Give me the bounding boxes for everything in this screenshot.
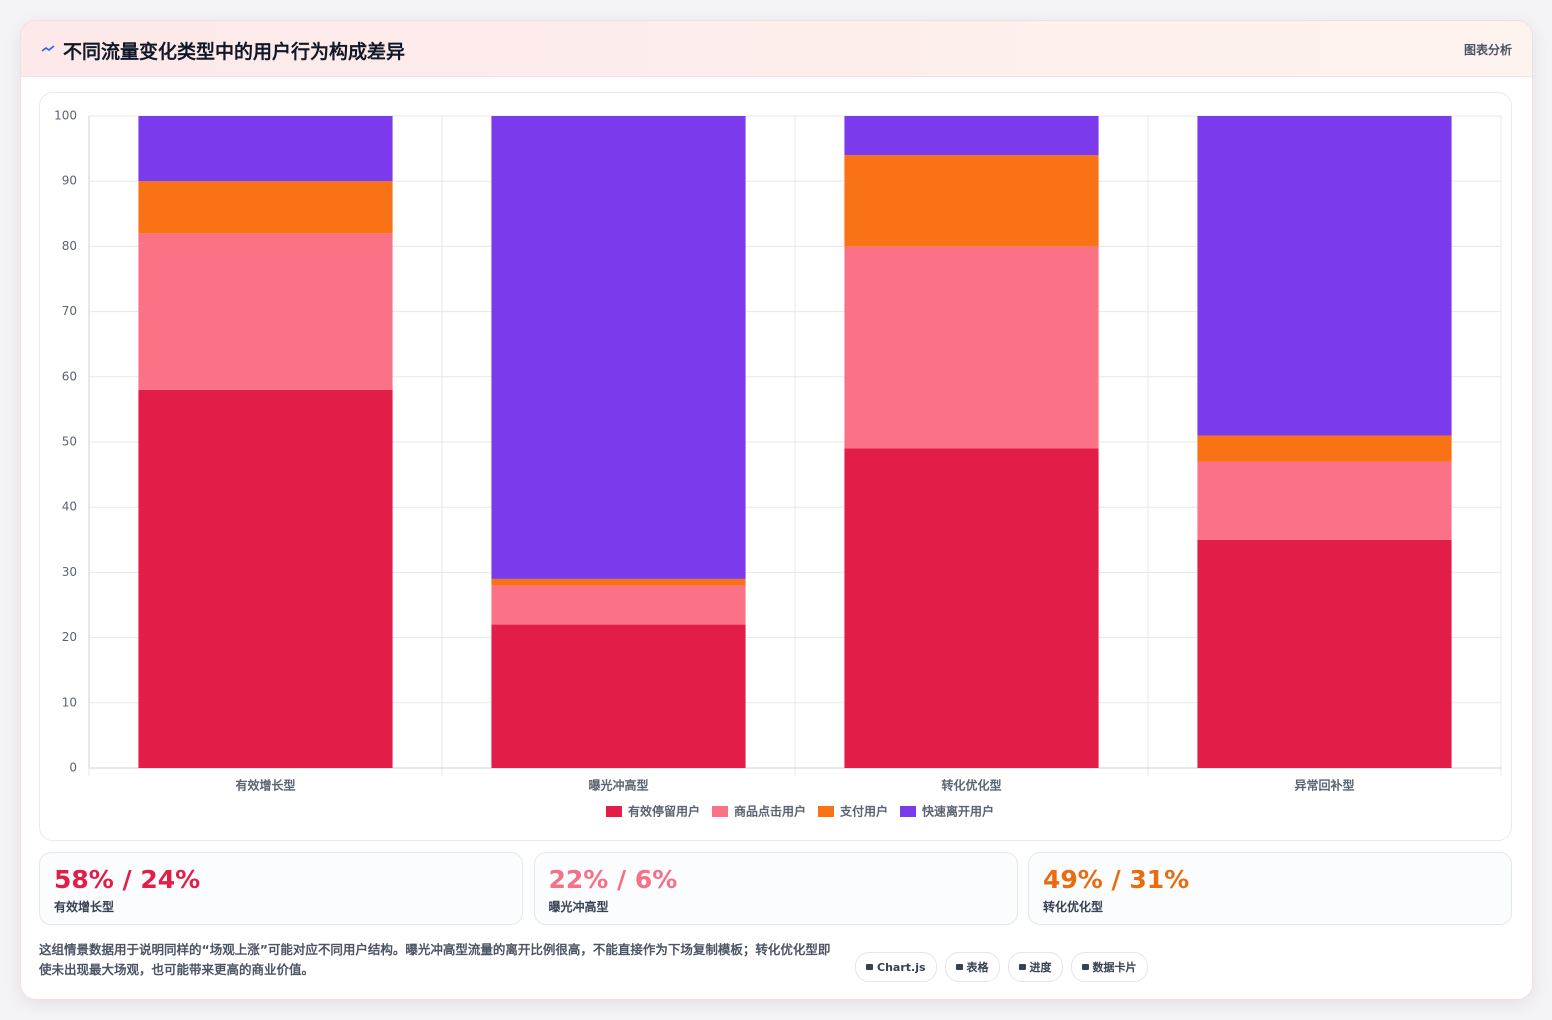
bar-segment [138,233,393,390]
tag: 数据卡片 [1070,952,1148,982]
tag-label: 表格 [966,961,989,974]
stat-label: 有效增长型 [54,900,115,914]
bar-segment [1197,539,1452,768]
legend: 有效停留用户 商品点击用户 支付用户 快速离开用户 [605,804,994,819]
tag: 表格 [944,952,1000,982]
bar-segment [491,578,746,586]
tag-label: 数据卡片 [1092,961,1137,974]
tag-icon [1018,964,1026,970]
y-tick-label: 20 [62,630,77,644]
legend-label: 支付用户 [839,804,888,819]
bar-segment [844,116,1099,156]
x-tick-label: 曝光冲高型 [588,778,648,793]
bar-segment [138,181,393,234]
bar-segment [844,448,1099,768]
y-tick-label: 90 [62,174,77,188]
legend-label: 商品点击用户 [734,804,806,819]
chart-panel: 0 10 20 30 40 50 60 70 80 90 100 有效增长型 曝光冲高型 转化优化型 异常回… [39,92,1512,841]
title-icon [41,45,55,52]
y-tick-label: 60 [62,369,77,383]
y-tick-label: 50 [62,435,77,449]
bar-segment [1197,461,1452,540]
card-header: 不同流量变化类型中的用户行为构成差异 图表分析 [21,21,1532,77]
tag-icon [866,964,873,970]
y-tick-label: 30 [62,565,77,579]
stat-value: 58% / 24% [54,865,201,894]
y-tick-label: 100 [54,109,77,123]
legend-swatch [711,806,728,817]
bar-segment [138,389,393,768]
bar-segment [844,155,1099,247]
bar-segment [138,116,393,182]
bar-segment [491,116,746,579]
bar-segment [844,246,1099,449]
legend-label: 快速离开用户 [922,804,994,819]
chart: 0 10 20 30 40 50 60 70 80 90 100 有效增长型 曝光冲高型 转化优化型 异常回… [54,109,1502,819]
tags: Chart.js 表格 进度 数据卡片 [855,952,1148,982]
y-tick-label: 80 [62,239,77,253]
tag-icon [1081,964,1089,970]
bar-segment [491,624,746,768]
x-tick-label: 异常回补型 [1294,778,1354,793]
bar-segment [1197,116,1452,436]
stat-label: 曝光冲高型 [548,900,609,914]
title: 不同流量变化类型中的用户行为构成差异 [63,41,406,63]
tag: 进度 [1007,952,1063,982]
y-tick-label: 40 [62,500,77,514]
y-tick-label: 0 [69,761,77,775]
note: 这组情景数据用于说明同样的“场观上涨”可能对应不同用户结构。曝光冲高型流量的离开… [39,942,831,977]
tag-icon [955,964,963,970]
stat-card: 58% / 24% 有效增长型 [39,852,523,925]
y-tick-label: 10 [62,695,77,709]
bar-segment [491,585,746,625]
stat-label: 转化优化型 [1043,900,1104,914]
tag-label: Chart.js [877,960,926,974]
stat-card: 22% / 6% 曝光冲高型 [533,852,1018,925]
legend-swatch [900,806,917,817]
y-tick-label: 70 [62,304,77,318]
bar-segment [1197,435,1452,462]
legend-swatch [818,806,834,817]
x-tick-label: 有效增长型 [235,778,295,793]
x-tick-label: 转化优化型 [941,778,1001,793]
tag: Chart.js [855,952,937,982]
legend-swatch [605,806,622,817]
stat-card: 49% / 31% 转化优化型 [1028,852,1512,925]
stat-value: 49% / 31% [1043,865,1190,894]
badge: 图表分析 [1463,43,1512,57]
legend-label: 有效停留用户 [628,804,700,819]
stat-value: 22% / 6% [548,865,678,894]
tag-label: 进度 [1029,961,1052,974]
